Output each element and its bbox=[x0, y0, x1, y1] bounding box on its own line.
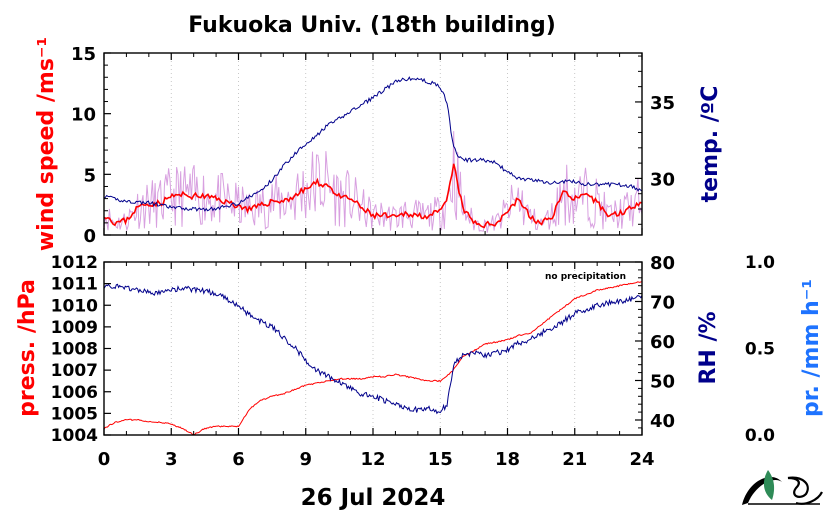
x-tick-label: 3 bbox=[165, 449, 178, 470]
precip-tick-label: 0.5 bbox=[745, 340, 775, 360]
x-tick-label: 24 bbox=[629, 449, 654, 470]
top-left-tick-label: 0 bbox=[83, 226, 96, 247]
temperature-line bbox=[103, 76, 643, 212]
top-panel-ticks: 0 5 10 15 30 35 bbox=[71, 44, 675, 247]
bottom-left-tick-label: 1008 bbox=[51, 340, 98, 360]
bottom-left-axis-label: press. /hPa bbox=[15, 279, 40, 417]
precip-tick-label: 1.0 bbox=[745, 253, 775, 273]
top-left-axis-label: wind speed /ms⁻¹ bbox=[34, 37, 59, 251]
bottom-right-axis-label: RH /% bbox=[696, 311, 721, 384]
x-tick-label: 9 bbox=[299, 449, 312, 470]
top-left-tick-label: 5 bbox=[83, 165, 96, 186]
wind-speed-line bbox=[103, 163, 643, 229]
x-tick-label: 6 bbox=[232, 449, 245, 470]
bottom-right-tick-label: 70 bbox=[650, 292, 675, 313]
wind-raw-line bbox=[103, 131, 643, 233]
bottom-right-tick-label: 80 bbox=[650, 253, 675, 274]
bottom-panel-gridlines bbox=[170, 262, 576, 435]
x-tick-labels: 0 3 6 9 12 15 18 21 24 bbox=[98, 449, 655, 470]
bottom-left-tick-label: 1004 bbox=[51, 426, 98, 446]
bottom-right-tick-label: 50 bbox=[650, 371, 675, 392]
top-right-tick-label: 35 bbox=[650, 93, 675, 114]
x-tick-label: 15 bbox=[428, 449, 453, 470]
bottom-left-tick-label: 1011 bbox=[51, 275, 98, 295]
no-precipitation-note: no precipitation bbox=[545, 272, 626, 282]
humidity-line bbox=[103, 283, 643, 415]
bottom-right-tick-label: 60 bbox=[650, 332, 675, 353]
x-tick-label: 0 bbox=[98, 449, 111, 470]
top-panel-plot bbox=[103, 76, 643, 233]
institution-logo bbox=[742, 470, 823, 505]
date-label: 26 Jul 2024 bbox=[301, 485, 446, 511]
bottom-panel-ticks: 1004100510061007100810091010101110124050… bbox=[51, 53, 775, 446]
top-panel-gridlines bbox=[170, 53, 576, 235]
chart-title: Fukuoka Univ. (18th building) bbox=[188, 13, 556, 38]
bottom-right-tick-label: 40 bbox=[650, 411, 675, 432]
top-left-tick-label: 15 bbox=[71, 44, 96, 65]
x-tick-label: 12 bbox=[360, 449, 385, 470]
bottom-left-tick-label: 1007 bbox=[51, 361, 98, 381]
precip-tick-label: 0.0 bbox=[745, 426, 775, 446]
x-tick-label: 21 bbox=[562, 449, 587, 470]
x-tick-label: 18 bbox=[495, 449, 520, 470]
precipitation-axis-label: pr. /mm h⁻¹ bbox=[799, 279, 824, 417]
top-panel-frame bbox=[103, 52, 643, 236]
bottom-left-tick-label: 1006 bbox=[51, 383, 98, 403]
top-left-tick-label: 10 bbox=[71, 105, 96, 126]
bottom-left-tick-label: 1010 bbox=[51, 296, 98, 316]
bottom-left-tick-label: 1009 bbox=[51, 318, 98, 338]
top-right-axis-label: temp. /ºC bbox=[698, 86, 723, 203]
bottom-left-tick-label: 1012 bbox=[51, 253, 98, 273]
bottom-left-tick-label: 1005 bbox=[51, 404, 98, 424]
top-right-tick-label: 30 bbox=[650, 169, 675, 190]
